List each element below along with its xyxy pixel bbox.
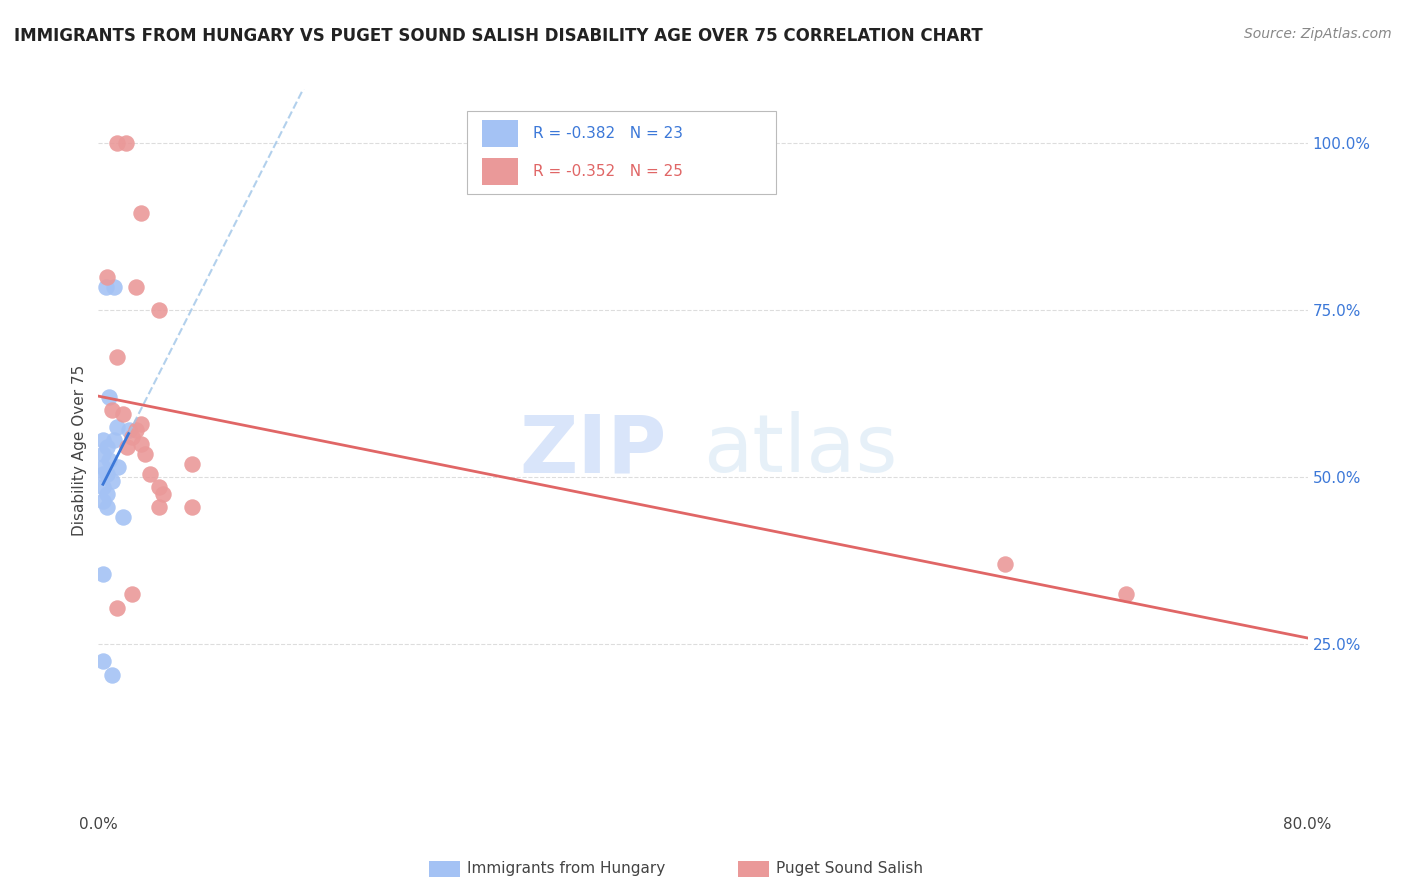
Point [91, 493, 114, 508]
Point [1115, 587, 1137, 601]
Point [107, 460, 129, 475]
Point [125, 279, 148, 293]
Y-axis label: Disability Age Over 75: Disability Age Over 75 [72, 365, 87, 536]
Point [94, 279, 117, 293]
Text: R = -0.382   N = 23: R = -0.382 N = 23 [533, 126, 682, 141]
Point [121, 587, 143, 601]
FancyBboxPatch shape [429, 861, 460, 877]
Point [105, 350, 128, 364]
Point [91, 567, 114, 582]
FancyBboxPatch shape [467, 111, 776, 194]
Point [96, 487, 118, 501]
Point [148, 480, 170, 494]
Point [96, 500, 118, 515]
Point [103, 279, 125, 293]
Point [181, 500, 204, 515]
Point [103, 434, 125, 448]
Point [129, 417, 152, 431]
Point [148, 500, 170, 515]
Point [105, 600, 128, 615]
Point [105, 136, 128, 150]
Text: Immigrants from Hungary: Immigrants from Hungary [467, 862, 665, 876]
Point [152, 487, 174, 501]
Point [105, 420, 128, 434]
Point [121, 430, 143, 444]
Point [91, 654, 114, 668]
Point [91, 434, 114, 448]
Point [96, 440, 118, 454]
Point [91, 460, 114, 475]
Point [101, 474, 124, 488]
Point [129, 436, 152, 450]
Point [111, 510, 134, 524]
Point [98, 390, 121, 404]
Point [139, 467, 162, 481]
Point [114, 136, 136, 150]
Point [148, 303, 170, 318]
Point [118, 424, 141, 438]
Text: ZIP: ZIP [519, 411, 666, 490]
Point [98, 453, 121, 467]
Text: IMMIGRANTS FROM HUNGARY VS PUGET SOUND SALISH DISABILITY AGE OVER 75 CORRELATION: IMMIGRANTS FROM HUNGARY VS PUGET SOUND S… [14, 27, 983, 45]
Point [125, 424, 148, 438]
Point [115, 440, 138, 454]
Point [91, 480, 114, 494]
Point [101, 667, 124, 681]
Point [96, 269, 118, 284]
Point [96, 467, 118, 481]
Point [134, 447, 156, 461]
Point [91, 467, 114, 481]
Point [129, 206, 152, 220]
Text: atlas: atlas [703, 411, 897, 490]
FancyBboxPatch shape [482, 120, 517, 147]
Point [101, 403, 124, 417]
FancyBboxPatch shape [482, 158, 517, 186]
FancyBboxPatch shape [738, 861, 769, 877]
Text: Source: ZipAtlas.com: Source: ZipAtlas.com [1244, 27, 1392, 41]
Point [181, 457, 204, 471]
Point [994, 557, 1017, 572]
Text: R = -0.352   N = 25: R = -0.352 N = 25 [533, 164, 682, 179]
Text: Puget Sound Salish: Puget Sound Salish [776, 862, 924, 876]
Point [111, 407, 134, 421]
Point [91, 447, 114, 461]
